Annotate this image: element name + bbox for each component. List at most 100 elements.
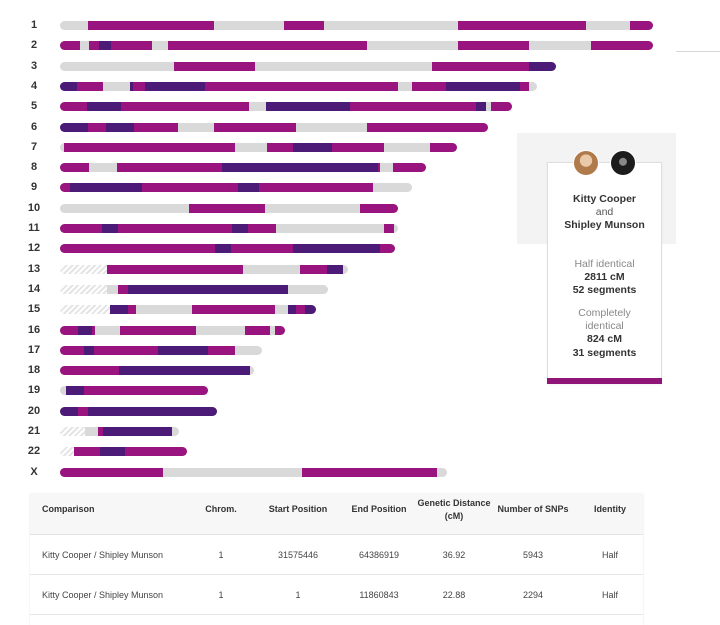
half-identical-segment[interactable] bbox=[78, 407, 88, 416]
half-identical-segment[interactable] bbox=[64, 143, 235, 152]
chromosome-row-17[interactable]: 17 bbox=[0, 344, 660, 356]
half-identical-segment[interactable] bbox=[117, 163, 222, 172]
half-identical-segment[interactable] bbox=[284, 21, 324, 30]
chromosome-row-19[interactable]: 19 bbox=[0, 384, 660, 396]
half-identical-segment[interactable] bbox=[84, 386, 208, 395]
half-identical-segment[interactable] bbox=[393, 163, 426, 172]
half-identical-segment[interactable] bbox=[412, 82, 446, 91]
half-identical-segment[interactable] bbox=[259, 183, 373, 192]
half-identical-segment[interactable] bbox=[208, 346, 235, 355]
half-identical-segment[interactable] bbox=[74, 447, 100, 456]
completely-identical-segment[interactable] bbox=[88, 407, 217, 416]
header-identity[interactable]: Identity bbox=[593, 504, 626, 514]
chromosome-bar[interactable] bbox=[60, 285, 328, 294]
half-identical-segment[interactable] bbox=[60, 224, 102, 233]
chromosome-bar[interactable] bbox=[60, 224, 398, 233]
chromosome-row-6[interactable]: 6 bbox=[0, 121, 660, 133]
chromosome-row-21[interactable]: 21 bbox=[0, 425, 660, 437]
completely-identical-segment[interactable] bbox=[158, 346, 208, 355]
half-identical-segment[interactable] bbox=[458, 21, 586, 30]
half-identical-segment[interactable] bbox=[300, 265, 327, 274]
completely-identical-segment[interactable] bbox=[78, 326, 92, 335]
chromosome-bar[interactable] bbox=[60, 41, 653, 50]
chromosome-bar[interactable] bbox=[60, 386, 208, 395]
completely-identical-segment[interactable] bbox=[103, 427, 172, 436]
half-identical-segment[interactable] bbox=[88, 123, 106, 132]
no-data-segment[interactable] bbox=[60, 427, 85, 436]
chromosome-row-2[interactable]: 2 bbox=[0, 39, 660, 51]
half-identical-segment[interactable] bbox=[591, 41, 653, 50]
completely-identical-segment[interactable] bbox=[476, 102, 486, 111]
half-identical-segment[interactable] bbox=[111, 41, 152, 50]
completely-identical-segment[interactable] bbox=[87, 102, 121, 111]
completely-identical-segment[interactable] bbox=[102, 224, 118, 233]
half-identical-segment[interactable] bbox=[168, 41, 367, 50]
completely-identical-segment[interactable] bbox=[293, 244, 380, 253]
half-identical-segment[interactable] bbox=[231, 244, 293, 253]
completely-identical-segment[interactable] bbox=[66, 386, 84, 395]
no-data-segment[interactable] bbox=[60, 305, 110, 314]
completely-identical-segment[interactable] bbox=[238, 183, 259, 192]
half-identical-segment[interactable] bbox=[432, 62, 529, 71]
chromosome-row-1[interactable]: 1 bbox=[0, 19, 660, 31]
chromosome-row-20[interactable]: 20 bbox=[0, 405, 660, 417]
half-identical-segment[interactable] bbox=[380, 244, 395, 253]
half-identical-segment[interactable] bbox=[350, 102, 476, 111]
completely-identical-segment[interactable] bbox=[370, 163, 378, 172]
completely-identical-segment[interactable] bbox=[145, 82, 205, 91]
half-identical-segment[interactable] bbox=[142, 183, 238, 192]
completely-identical-segment[interactable] bbox=[215, 244, 231, 253]
half-identical-segment[interactable] bbox=[205, 82, 398, 91]
chromosome-bar[interactable] bbox=[60, 346, 262, 355]
half-identical-segment[interactable] bbox=[89, 41, 99, 50]
half-identical-segment[interactable] bbox=[134, 123, 178, 132]
chromosome-bar[interactable] bbox=[60, 204, 398, 213]
chromosome-bar[interactable] bbox=[60, 183, 412, 192]
header-genetic-distance[interactable]: Genetic Distance bbox=[417, 498, 491, 508]
chromosome-row-13[interactable]: 13 bbox=[0, 263, 660, 275]
completely-identical-segment[interactable] bbox=[305, 305, 316, 314]
chromosome-row-10[interactable]: 10 bbox=[0, 202, 660, 214]
header-number-of-snps[interactable]: Number of SNPs bbox=[497, 504, 569, 514]
half-identical-segment[interactable] bbox=[60, 468, 163, 477]
half-identical-segment[interactable] bbox=[118, 285, 128, 294]
half-identical-segment[interactable] bbox=[174, 62, 255, 71]
half-identical-segment[interactable] bbox=[367, 123, 488, 132]
no-data-segment[interactable] bbox=[60, 447, 74, 456]
header-end-position[interactable]: End Position bbox=[351, 504, 407, 514]
chromosome-bar[interactable] bbox=[60, 102, 512, 111]
chromosome-row-11[interactable]: 11 bbox=[0, 222, 660, 234]
completely-identical-segment[interactable] bbox=[110, 305, 128, 314]
completely-identical-segment[interactable] bbox=[60, 82, 77, 91]
half-identical-segment[interactable] bbox=[296, 305, 305, 314]
completely-identical-segment[interactable] bbox=[84, 346, 94, 355]
half-identical-segment[interactable] bbox=[275, 326, 285, 335]
completely-identical-segment[interactable] bbox=[266, 102, 350, 111]
completely-identical-segment[interactable] bbox=[128, 285, 288, 294]
chromosome-row-4[interactable]: 4 bbox=[0, 80, 660, 92]
half-identical-segment[interactable] bbox=[60, 346, 84, 355]
header-start-position[interactable]: Start Position bbox=[268, 504, 328, 514]
half-identical-segment[interactable] bbox=[520, 82, 529, 91]
completely-identical-segment[interactable] bbox=[106, 123, 134, 132]
half-identical-segment[interactable] bbox=[60, 366, 119, 375]
half-identical-segment[interactable] bbox=[98, 427, 103, 436]
half-identical-segment[interactable] bbox=[60, 163, 89, 172]
chromosome-row-22[interactable]: 22 bbox=[0, 445, 660, 457]
completely-identical-segment[interactable] bbox=[327, 265, 343, 274]
half-identical-segment[interactable] bbox=[248, 224, 276, 233]
half-identical-segment[interactable] bbox=[60, 244, 215, 253]
chromosome-bar[interactable] bbox=[60, 21, 653, 30]
header-comparison[interactable]: Comparison bbox=[42, 504, 95, 514]
completely-identical-segment[interactable] bbox=[529, 62, 556, 71]
completely-identical-segment[interactable] bbox=[60, 123, 88, 132]
completely-identical-segment[interactable] bbox=[232, 224, 248, 233]
half-identical-segment[interactable] bbox=[458, 41, 529, 50]
half-identical-segment[interactable] bbox=[118, 224, 232, 233]
chromosome-bar[interactable] bbox=[60, 468, 447, 477]
half-identical-segment[interactable] bbox=[133, 82, 145, 91]
completely-identical-segment[interactable] bbox=[70, 183, 142, 192]
half-identical-segment[interactable] bbox=[77, 82, 103, 91]
half-identical-segment[interactable] bbox=[430, 143, 457, 152]
completely-identical-segment[interactable] bbox=[119, 366, 250, 375]
